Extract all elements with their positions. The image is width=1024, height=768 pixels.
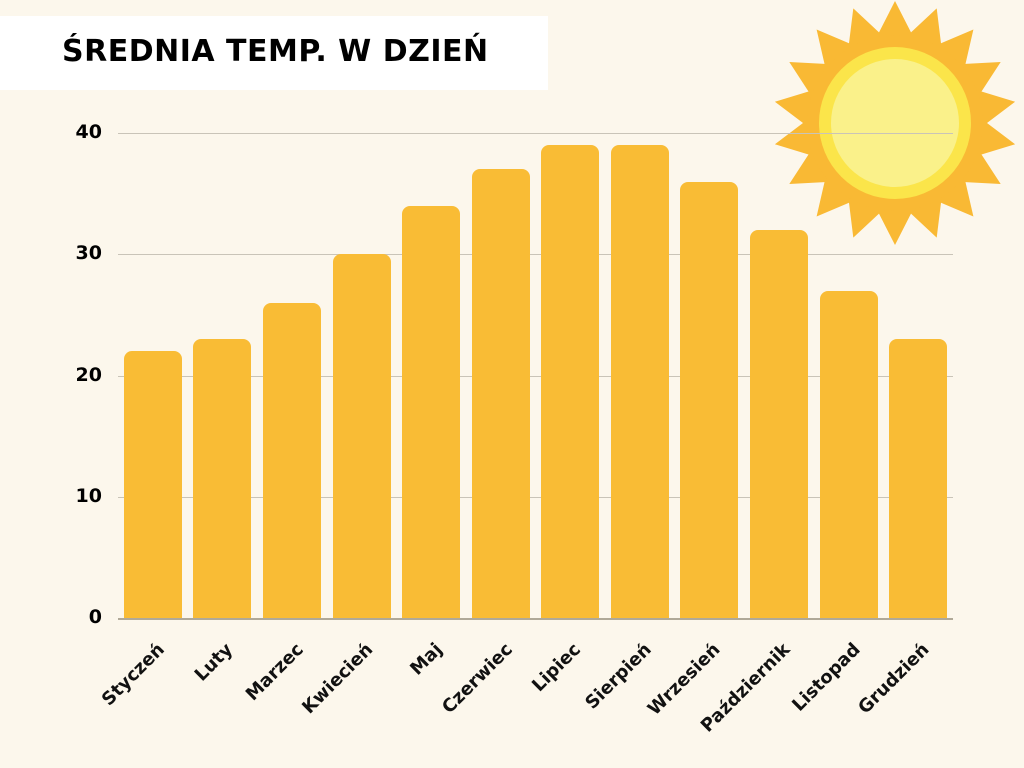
gridline <box>118 496 953 498</box>
gridline <box>118 133 953 134</box>
gridline <box>118 254 953 256</box>
bar-luty <box>193 339 252 618</box>
x-tick-label: Grudzień <box>854 639 934 719</box>
y-tick-label: 20 <box>75 363 102 386</box>
bar-lipiec <box>541 145 600 618</box>
x-tick-label: Styczeń <box>97 639 169 711</box>
bar-styczeń <box>123 351 182 618</box>
bar-listopad <box>819 290 878 618</box>
bar-maj <box>402 205 461 618</box>
x-tick-label: Luty <box>191 639 238 686</box>
bar-marzec <box>262 302 321 618</box>
bar-październik <box>750 230 809 618</box>
y-tick-label: 10 <box>75 484 102 507</box>
y-tick-label: 0 <box>88 606 102 628</box>
x-tick-label: Czerwiec <box>437 639 517 718</box>
title-box <box>0 16 548 90</box>
y-tick-label: 40 <box>75 121 102 143</box>
gridline <box>118 375 953 377</box>
bar-wrzesień <box>680 181 739 618</box>
bar-sierpień <box>610 145 669 618</box>
bar-grudzień <box>889 339 948 618</box>
chart-title: ŚREDNIA TEMP. W DZIEŃ <box>62 34 489 69</box>
x-tick-label: Lipiec <box>528 639 586 697</box>
x-tick-label: Listopad <box>787 639 865 716</box>
x-tick-label: Maj <box>406 639 447 680</box>
x-axis-line <box>118 618 953 620</box>
bar-kwiecień <box>332 254 391 618</box>
y-tick-label: 30 <box>75 242 102 265</box>
x-tick-label: Marzec <box>241 639 308 706</box>
x-tick-label: Kwiecień <box>297 639 377 719</box>
sun-icon <box>774 1 1016 245</box>
bar-czerwiec <box>471 169 530 618</box>
